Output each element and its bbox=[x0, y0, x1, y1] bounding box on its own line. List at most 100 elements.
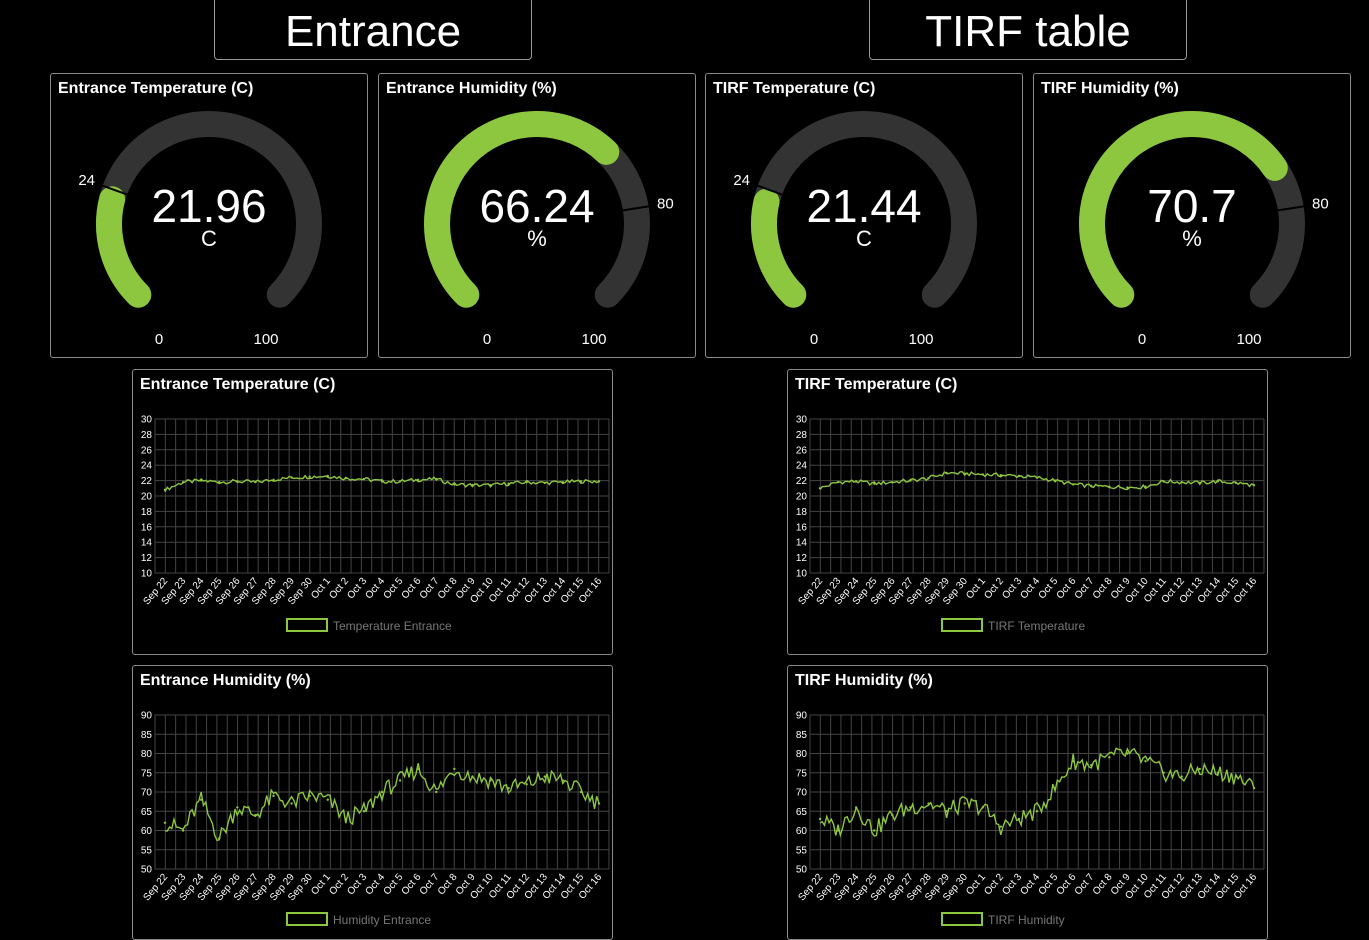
gauge-threshold-label: 24 bbox=[733, 172, 750, 189]
data-point bbox=[579, 790, 583, 794]
chart-panel-tirf-humidity: TIRF Humidity (%) 50 55 60 65 70 75 80 85 90 Sep … bbox=[787, 665, 1268, 940]
data-point bbox=[909, 479, 912, 482]
gauge-max-label: 100 bbox=[1236, 331, 1261, 348]
gauge-min-label: 0 bbox=[810, 331, 818, 348]
chart-panel-entrance-humidity: Entrance Humidity (%) 50 55 60 65 70 75 80 85 90… bbox=[132, 665, 613, 940]
chart-title: TIRF Temperature (C) bbox=[795, 376, 958, 393]
data-point bbox=[963, 802, 966, 805]
y-tick-label: 18 bbox=[141, 507, 153, 518]
y-tick-label: 80 bbox=[141, 749, 153, 760]
data-point bbox=[854, 480, 858, 483]
gauge-panel-entrance-temperature: Entrance Temperature (C) 24 21.96 C 0 100 bbox=[50, 73, 368, 358]
legend-label[interactable]: Humidity Entrance bbox=[333, 913, 431, 927]
legend-label[interactable]: Temperature Entrance bbox=[333, 619, 452, 633]
data-point bbox=[1198, 481, 1201, 485]
gauge-max-label: 100 bbox=[581, 331, 606, 348]
data-point bbox=[561, 779, 565, 782]
y-tick-label: 75 bbox=[796, 768, 808, 779]
data-point bbox=[416, 478, 420, 482]
gauge-unit: C bbox=[201, 226, 217, 251]
data-point bbox=[999, 825, 1003, 828]
data-point bbox=[597, 802, 601, 805]
gauge-max-label: 100 bbox=[908, 331, 933, 348]
y-tick-label: 70 bbox=[796, 788, 808, 799]
data-point bbox=[579, 480, 583, 483]
gauge-min-label: 0 bbox=[1138, 331, 1146, 348]
y-tick-label: 85 bbox=[141, 730, 153, 741]
data-point bbox=[1071, 483, 1075, 486]
data-point bbox=[909, 806, 912, 809]
gauge-panel-tirf-temperature: TIRF Temperature (C) 24 21.44 C 0 100 bbox=[705, 73, 1023, 358]
y-tick-label: 90 bbox=[141, 711, 153, 722]
data-point bbox=[181, 829, 185, 832]
legend-label[interactable]: TIRF Humidity bbox=[988, 913, 1065, 927]
data-point bbox=[1035, 810, 1039, 813]
data-point bbox=[344, 477, 348, 480]
data-point bbox=[380, 480, 384, 483]
y-tick-label: 22 bbox=[141, 476, 153, 487]
data-point bbox=[1017, 474, 1021, 478]
data-point bbox=[163, 488, 167, 492]
data-point bbox=[218, 837, 221, 840]
section-title-tirf: TIRF table bbox=[869, 0, 1187, 60]
y-tick-label: 28 bbox=[141, 430, 153, 441]
data-point bbox=[981, 806, 984, 809]
data-point bbox=[891, 813, 894, 817]
data-point bbox=[945, 810, 948, 813]
legend-swatch[interactable] bbox=[941, 618, 983, 632]
y-tick-label: 16 bbox=[796, 522, 808, 533]
data-point bbox=[218, 480, 221, 484]
data-point bbox=[927, 802, 930, 805]
data-point bbox=[326, 474, 329, 478]
data-point bbox=[272, 478, 275, 482]
chart-panel-tirf-temperature: TIRF Temperature (C) 10 12 14 16 18 20 22 24 26 2… bbox=[787, 369, 1268, 655]
gauge-title: TIRF Temperature (C) bbox=[713, 80, 876, 97]
data-point bbox=[1053, 479, 1057, 482]
data-point bbox=[1053, 786, 1057, 790]
y-tick-label: 65 bbox=[141, 807, 153, 818]
data-point bbox=[362, 810, 366, 813]
data-point bbox=[1252, 484, 1256, 487]
data-point bbox=[1144, 760, 1147, 763]
gauge-unit: C bbox=[856, 226, 872, 251]
y-tick-label: 50 bbox=[796, 865, 808, 876]
data-point bbox=[836, 829, 840, 832]
data-point bbox=[891, 480, 894, 484]
y-tick-label: 18 bbox=[796, 507, 808, 518]
legend-swatch[interactable] bbox=[286, 618, 328, 632]
gauge-max-label: 100 bbox=[253, 331, 278, 348]
gauge-title: TIRF Humidity (%) bbox=[1041, 80, 1179, 97]
data-point bbox=[1090, 484, 1093, 488]
data-point bbox=[199, 479, 203, 482]
y-tick-label: 26 bbox=[141, 445, 153, 456]
data-point bbox=[453, 767, 456, 771]
gauge-value: 21.44 bbox=[806, 180, 921, 232]
legend-label[interactable]: TIRF Temperature bbox=[988, 619, 1085, 633]
data-point bbox=[963, 472, 966, 475]
y-tick-label: 70 bbox=[141, 788, 153, 799]
data-point bbox=[435, 477, 438, 481]
gauge-fill bbox=[424, 111, 620, 308]
gauge-fill bbox=[751, 188, 807, 308]
y-tick-label: 60 bbox=[796, 826, 808, 837]
y-tick-label: 12 bbox=[141, 553, 153, 564]
data-point bbox=[1234, 481, 1238, 485]
data-point bbox=[254, 480, 257, 484]
gauge-panel-entrance-humidity: Entrance Humidity (%) 80 66.24% 0 100 bbox=[378, 73, 696, 358]
y-tick-label: 20 bbox=[796, 492, 808, 503]
chart-title: Entrance Humidity (%) bbox=[140, 672, 311, 689]
chart-title: Entrance Temperature (C) bbox=[140, 376, 336, 393]
series-line bbox=[164, 763, 600, 842]
data-point bbox=[489, 779, 492, 782]
legend-swatch[interactable] bbox=[286, 912, 328, 926]
data-point bbox=[290, 802, 293, 805]
y-tick-label: 90 bbox=[796, 711, 808, 722]
data-point bbox=[1126, 752, 1129, 755]
data-point bbox=[236, 480, 239, 483]
legend-swatch[interactable] bbox=[941, 912, 983, 926]
gauge-svg: 80 66.24% 0 100 bbox=[424, 111, 674, 348]
data-point bbox=[181, 480, 185, 484]
data-point bbox=[1108, 756, 1111, 759]
data-point bbox=[398, 480, 402, 483]
y-tick-label: 80 bbox=[796, 749, 808, 760]
